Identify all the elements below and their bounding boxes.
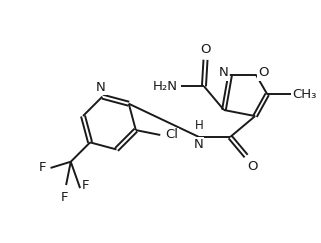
Text: N: N — [194, 138, 204, 151]
Text: H₂N: H₂N — [152, 80, 178, 93]
Text: F: F — [82, 179, 89, 191]
Text: F: F — [39, 161, 46, 174]
Text: Cl: Cl — [165, 129, 178, 141]
Text: CH₃: CH₃ — [292, 88, 317, 101]
Text: F: F — [61, 191, 68, 204]
Text: O: O — [200, 43, 211, 56]
Text: O: O — [248, 160, 258, 173]
Text: H: H — [195, 119, 204, 132]
Text: O: O — [258, 67, 269, 79]
Text: N: N — [218, 67, 228, 79]
Text: N: N — [96, 80, 106, 94]
